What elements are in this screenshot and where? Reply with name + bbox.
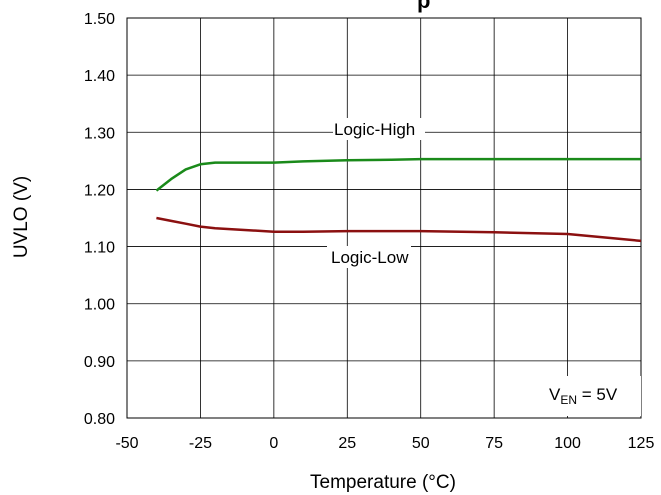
- y-axis-title: UVLO (V): [11, 176, 32, 258]
- annotation-ven: VEN = 5V: [549, 385, 618, 407]
- logic-high-label-bg: [333, 118, 425, 140]
- y-tick-label: 1.00: [84, 297, 115, 314]
- series-label-logic-low: Logic-Low: [331, 248, 409, 267]
- x-tick-label: 100: [554, 435, 581, 452]
- annotation-bg: [545, 376, 641, 416]
- y-tick-label: 1.10: [84, 240, 115, 257]
- x-tick-label: 50: [412, 435, 430, 452]
- series-layer: [155, 157, 642, 243]
- x-tick-label: -25: [189, 435, 212, 452]
- x-tick-label: 125: [628, 435, 655, 452]
- y-tick-label: 1.50: [84, 11, 115, 28]
- y-tick-label: 1.40: [84, 68, 115, 85]
- logic-low-label-bg: [327, 246, 411, 268]
- x-axis-title: Temperature (°C): [310, 472, 456, 493]
- plot-frame: [126, 17, 642, 419]
- x-tick-label: 0: [269, 435, 278, 452]
- y-tick-label: 1.30: [84, 125, 115, 142]
- chart-title-fragment: p: [417, 0, 430, 13]
- series-line-logic-low: [156, 216, 642, 243]
- series-label-logic-high: Logic-High: [334, 120, 415, 139]
- x-tick-label: -50: [115, 435, 138, 452]
- y-tick-labels: 0.80 0.90 1.00 1.10 1.20 1.30 1.40 1.50: [84, 11, 115, 428]
- y-tick-label: 0.90: [84, 354, 115, 371]
- x-tick-label: 75: [485, 435, 503, 452]
- x-tick-labels: -50 -25 0 25 50 75 100 125: [115, 435, 654, 452]
- series-line-logic-high: [155, 157, 641, 192]
- grid-lines: [126, 17, 642, 419]
- y-tick-label: 1.20: [84, 182, 115, 199]
- y-tick-label: 0.80: [84, 411, 115, 428]
- x-tick-label: 25: [338, 435, 356, 452]
